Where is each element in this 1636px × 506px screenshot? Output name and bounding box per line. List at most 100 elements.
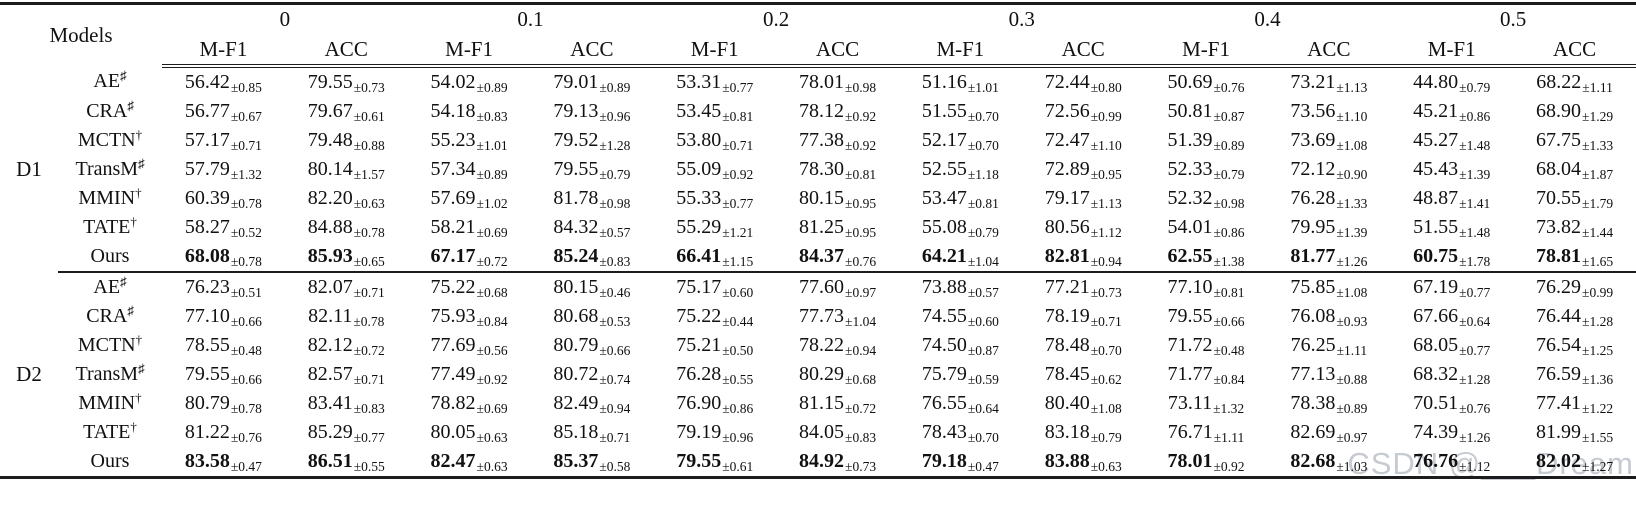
cell-D2-TATE-0.2-ACC: 84.05±0.83 — [799, 421, 877, 445]
metric-header-mf1: M-F1 — [162, 34, 285, 68]
cell-D2-AE-0.3-M-F1: 73.88±0.57 — [921, 276, 999, 300]
cell-D2-AE-0.1-ACC: 80.15±0.46 — [553, 276, 631, 300]
cell-D1-MMIN-0.5-M-F1: 48.87±1.41 — [1413, 187, 1491, 211]
cell-D2-MMIN-0-ACC: 83.41±0.83 — [307, 392, 385, 416]
rate-header-0.2: 0.2 — [763, 7, 790, 31]
metric-header-acc: ACC — [530, 34, 654, 68]
cell-D2-Ours-0.2-ACC: 84.92±0.73 — [799, 450, 877, 474]
cell-D1-TATE-0.3-M-F1: 55.08±0.79 — [921, 216, 999, 240]
cell-D2-MMIN-0.3-ACC: 80.40±1.08 — [1044, 392, 1122, 416]
metric-header-mf1: M-F1 — [1144, 34, 1268, 68]
cell-D1-AE-0.4-ACC: 73.21±1.13 — [1290, 71, 1368, 95]
cell-D1-Ours-0.5-M-F1: 60.75±1.78 — [1390, 242, 1514, 273]
cell-D1-AE-0.1-M-F1: 54.02±0.89 — [430, 71, 508, 95]
cell-D2-AE-0.2-ACC: 77.60±0.97 — [799, 276, 877, 300]
cell-D1-MCTN-0.4-ACC: 73.69±1.08 — [1290, 129, 1368, 153]
cell-D1-Ours-0.4-M-F1: 62.55±1.38 — [1144, 242, 1268, 273]
cell-D2-Ours-0-M-F1: 83.58±0.47 — [184, 450, 262, 474]
cell-D1-CRA-0.1-M-F1: 54.18±0.83 — [430, 100, 508, 124]
cell-D2-MCTN-0.2-ACC: 78.22±0.94 — [799, 334, 877, 358]
cell-D2-MMIN-0.2-M-F1: 76.90±0.86 — [676, 392, 754, 416]
cell-D2-TransM-0.2-M-F1: 76.28±0.55 — [676, 363, 754, 387]
metric-header-mf1: M-F1 — [898, 34, 1022, 68]
cell-D1-AE-0-ACC: 79.55±0.73 — [307, 71, 385, 95]
cell-D1-TransM-0.1-M-F1: 57.34±0.89 — [430, 158, 508, 182]
cell-D1-TransM-0-M-F1: 57.79±1.32 — [184, 158, 262, 182]
cell-D1-MMIN-0-ACC: 82.20±0.63 — [307, 187, 385, 211]
cell-D2-MMIN-0-M-F1: 80.79±0.78 — [184, 392, 262, 416]
model-name: MMIN† — [78, 390, 142, 414]
model-superscript: ♯ — [138, 156, 145, 171]
cell-D1-CRA-0.5-M-F1: 45.21±0.86 — [1413, 100, 1491, 124]
cell-D2-MMIN-0.2-ACC: 81.15±0.72 — [799, 392, 877, 416]
cell-D1-MCTN-0.2-M-F1: 53.80±0.71 — [676, 129, 754, 153]
cell-D1-MMIN-0.1-ACC: 81.78±0.98 — [553, 187, 631, 211]
cell-D1-MCTN-0.5-M-F1: 45.27±1.48 — [1413, 129, 1491, 153]
cell-D1-MCTN-0.2-ACC: 77.38±0.92 — [799, 129, 877, 153]
cell-D1-TransM-0.1-ACC: 79.55±0.79 — [553, 158, 631, 182]
cell-D1-TATE-0.2-ACC: 81.25±0.95 — [799, 216, 877, 240]
cell-D1-MMIN-0.4-ACC: 76.28±1.33 — [1290, 187, 1368, 211]
cell-D2-MMIN-0.4-M-F1: 73.11±1.32 — [1167, 392, 1245, 416]
cell-D1-Ours-0.2-M-F1: 66.41±1.15 — [653, 242, 777, 273]
cell-D1-MCTN-0.3-ACC: 72.47±1.10 — [1044, 129, 1122, 153]
cell-D2-MMIN-0.3-M-F1: 76.55±0.64 — [921, 392, 999, 416]
cell-D1-TransM-0.4-M-F1: 52.33±0.79 — [1167, 158, 1245, 182]
table-row-D1-TATE: TATE† 58.27±0.52 84.88±0.78 58.21±0.69 84.32… — [0, 213, 1636, 242]
cell-D2-AE-0.1-M-F1: 75.22±0.68 — [430, 276, 508, 300]
cell-D2-CRA-0.1-ACC: 80.68±0.53 — [553, 305, 631, 329]
cell-D2-MCTN-0.1-M-F1: 77.69±0.56 — [430, 334, 508, 358]
cell-D1-Ours-0.4-ACC: 81.77±1.26 — [1267, 242, 1391, 273]
metric-header-mf1: M-F1 — [407, 34, 531, 68]
cell-D1-Ours-0-ACC: 85.93±0.65 — [284, 242, 408, 273]
cell-D1-MCTN-0.1-M-F1: 55.23±1.01 — [430, 129, 508, 153]
model-superscript: ♯ — [120, 274, 127, 289]
table-row-D1-AE: D1 AE♯ 56.42±0.85 79.55±0.73 54.02±0.89 79.01… — [0, 66, 1636, 181]
cell-D1-MCTN-0-M-F1: 57.17±0.71 — [184, 129, 262, 153]
cell-D1-MCTN-0.1-ACC: 79.52±1.28 — [553, 129, 631, 153]
metric-header-acc: ACC — [284, 34, 408, 68]
cell-D1-TATE-0.1-M-F1: 58.21±0.69 — [430, 216, 508, 240]
model-name: CRA♯ — [86, 303, 134, 327]
cell-D1-Ours-0.5-ACC: 78.81±1.65 — [1513, 242, 1636, 273]
cell-D1-TATE-0.4-M-F1: 54.01±0.86 — [1167, 216, 1245, 240]
cell-D2-MCTN-0.4-M-F1: 71.72±0.48 — [1167, 334, 1245, 358]
cell-D2-TransM-0.4-M-F1: 71.77±0.84 — [1167, 363, 1245, 387]
cell-D2-CRA-0.5-M-F1: 67.66±0.64 — [1413, 305, 1491, 329]
model-name: MMIN† — [78, 185, 142, 209]
cell-D2-TATE-0.4-ACC: 82.69±0.97 — [1290, 421, 1368, 445]
cell-D1-Ours-0.3-ACC: 82.81±0.94 — [1021, 242, 1145, 273]
cell-D2-MCTN-0.2-M-F1: 75.21±0.50 — [676, 334, 754, 358]
model-superscript: ♯ — [138, 361, 145, 376]
cell-D2-TATE-0-M-F1: 81.22±0.76 — [184, 421, 262, 445]
model-superscript: † — [135, 390, 142, 405]
metric-header-mf1: M-F1 — [653, 34, 777, 68]
cell-D2-TATE-0-ACC: 85.29±0.77 — [307, 421, 385, 445]
cell-D1-Ours-0.1-ACC: 85.24±0.83 — [530, 242, 654, 273]
cell-D1-AE-0.1-ACC: 79.01±0.89 — [553, 71, 631, 95]
cell-D2-Ours-0.3-M-F1: 79.18±0.47 — [921, 450, 999, 474]
cell-D2-MCTN-0.3-ACC: 78.48±0.70 — [1044, 334, 1122, 358]
cell-D2-MMIN-0.1-M-F1: 78.82±0.69 — [430, 392, 508, 416]
cell-D2-MCTN-0-ACC: 82.12±0.72 — [307, 334, 385, 358]
cell-D1-AE-0.5-M-F1: 44.80±0.79 — [1413, 71, 1491, 95]
metric-header-mf1: M-F1 — [1390, 34, 1514, 68]
cell-D2-TATE-0.5-M-F1: 74.39±1.26 — [1413, 421, 1491, 445]
cell-D2-AE-0-ACC: 82.07±0.71 — [307, 276, 385, 300]
table-header: Models 0 0.1 0.2 0.3 0.4 0.5 M-F1 ACC M-… — [0, 4, 1636, 68]
cell-D1-MMIN-0.1-M-F1: 57.69±1.02 — [430, 187, 508, 211]
model-superscript: † — [130, 214, 137, 229]
cell-D2-CRA-0.2-ACC: 77.73±1.04 — [799, 305, 877, 329]
cell-D2-AE-0.2-M-F1: 75.17±0.60 — [676, 276, 754, 300]
metric-header-acc: ACC — [1513, 34, 1636, 68]
cell-D2-CRA-0.3-M-F1: 74.55±0.60 — [921, 305, 999, 329]
cell-D2-TATE-0.1-M-F1: 80.05±0.63 — [430, 421, 508, 445]
model-name: TATE† — [83, 419, 137, 443]
metric-header-acc: ACC — [1021, 34, 1145, 68]
cell-D1-TransM-0.5-ACC: 68.04±1.87 — [1536, 158, 1614, 182]
rate-header-0: 0 — [279, 7, 291, 31]
dataset-label-D1: D1 — [16, 156, 42, 181]
cell-D1-CRA-0.3-M-F1: 51.55±0.70 — [921, 100, 999, 124]
model-name: Ours — [90, 450, 130, 472]
model-name: MCTN† — [77, 332, 143, 356]
